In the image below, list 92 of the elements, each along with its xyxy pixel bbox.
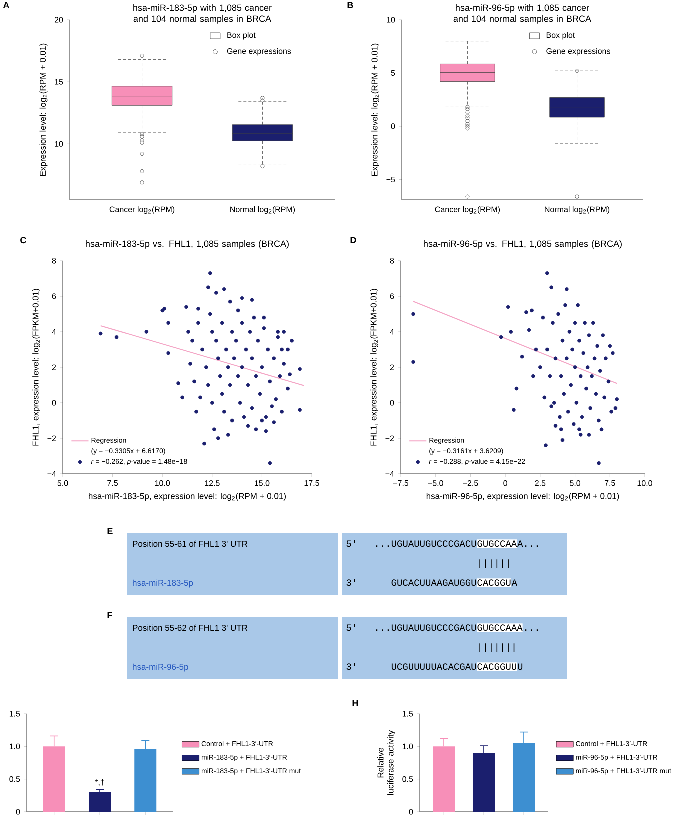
text: Position 55-62 of FHL1 3' UTR [133,624,248,632]
y-tick-label: 1.5 [10,711,20,717]
y-tick-label: 4 [390,329,394,335]
x-tick-label: 5.0 [570,480,581,486]
y-axis-title: FHL1, expression level: log$_{2}$(FPKM+0.01) [370,289,378,446]
y-tick-label: 0 [391,124,396,130]
text: 5' [346,540,356,548]
x-tick-label: Normal log$_{2}$(RPM) [230,206,296,214]
x-tick-label: 7.5 [108,480,118,486]
x-tick-label: 10.0 [638,480,652,486]
text: ||||||| [480,644,515,652]
x-tick-label: 12.5 [205,480,220,486]
x-tick-label: 17.5 [304,480,320,486]
y-tick-label: 0 [390,400,394,406]
data-label: *,† [95,779,104,786]
chart-title: hsa-miR-183-5p with 1,085 cancer and 104 normal samples in BRCA [134,4,272,24]
text: E [108,528,113,534]
y-tick-label: 20 [54,17,64,23]
text: A... [518,540,538,547]
chart-title: hsa-miR-96-5p with 1,085 cancer and 104 normal samples in BRCA [454,4,592,24]
y-tick-label: −4 [48,471,56,477]
y-tick-label: 0.5 [10,776,20,782]
x-tick-label: Normal log$_{2}$(RPM) [545,206,610,214]
y-tick-label: −4 [386,471,394,477]
y-tick-label: 0.5 [402,776,414,782]
y-axis-title: FHL1, expression level: log$_{2}$(FPKM+0.01) [32,289,40,446]
y-tick-label: −5 [386,176,396,183]
x-tick-label: −5.0 [428,480,444,486]
y-tick-label: 2 [390,364,394,370]
text: ... [526,630,538,631]
annotation: Gene expressions [227,48,292,56]
y-tick-label: 6 [390,294,394,300]
annotation: Box plot [546,32,576,40]
text: 3' [346,663,356,670]
text: A [3,2,10,8]
x-tick-label: Cancer log$_{2}$(RPM) [435,206,500,214]
x-tick-label: 5.0 [58,480,68,486]
x-tick-label: 7.5 [604,480,616,486]
x-tick-label: −2.5 [463,480,478,486]
y-tick-label: 8 [52,258,56,264]
text: CACGGUU [478,664,516,670]
text: GUGCCAAA [478,624,523,632]
y-tick-label: −2 [386,436,394,442]
text: D [350,237,356,244]
text: A [512,580,518,586]
text: UCGUUUUUACACGAU [392,664,476,670]
x-tick-label: Cancer log$_{2}$(RPM) [110,206,175,214]
annotation: Gene expressions [546,48,610,56]
text: 3' [346,579,356,586]
y-tick-label: 15 [55,79,64,85]
text: CACGGU [478,580,511,586]
x-axis-title: hsa-miR-183-5p, expression level: log$_{2}$(RPM + 0.01) [89,493,286,501]
text: 5' [346,624,356,632]
y-tick-label: 1.0 [10,744,20,750]
x-tick-label: 10.0 [155,480,170,486]
y-tick-label: 10 [387,17,396,23]
text: ...UGUAUUGUCCCGACU [376,624,476,632]
text: hsa-miR-183-5p [133,580,194,588]
y-tick-label: 5 [391,70,396,76]
x-tick-label: 15.0 [255,480,270,486]
chart-title: hsa-miR-96-5p vs. FHL1, 1,085 samples (BRCA) [424,240,622,249]
y-tick-label: 0 [52,400,56,406]
y-tick-label: 0 [16,809,20,815]
text: C [20,237,26,244]
y-axis-title: Expression level: log$_{2}$(RPM + 0.01) [40,44,48,176]
annotation: Box plot [228,32,256,40]
chart-title: hsa-miR-183-5p vs. FHL1, 1,085 samples (BRCA) [86,240,289,249]
x-tick-label: 2.5 [535,480,546,486]
text: |||||| [480,560,509,568]
text: hsa-miR-96-5p [133,664,188,672]
text: H [352,700,358,706]
text: U [518,664,523,670]
x-tick-label: 0 [504,480,508,486]
text: ...UGUAUUGUCCCGACU [376,540,476,548]
x-tick-label: −7.5 [393,480,409,486]
y-tick-label: 4 [52,329,56,335]
text: F [108,612,112,618]
y-tick-label: 2 [52,364,56,370]
y-tick-label: 0 [409,809,414,815]
text: GUCACUUAAGAUGGU [392,580,476,586]
y-axis-title: Expression level: log$_{2}$(RPM + 0.01) [372,44,380,176]
text: GUGCCAA [478,540,518,548]
y-tick-label: 10 [55,141,64,147]
y-axis-title: Relative luciferase activity [378,730,396,796]
text: Position 55-61 of FHL1 3' UTR [133,540,248,548]
y-tick-label: −2 [48,436,56,442]
y-tick-label: 8 [390,258,394,264]
y-tick-label: 1.0 [402,744,414,750]
y-tick-label: 6 [52,294,56,300]
x-axis-title: hsa-miR-96-5p, expression level: log$_{2}$(RPM + 0.01) [426,493,620,501]
text: B [348,2,354,8]
y-tick-label: 1.5 [402,711,414,717]
